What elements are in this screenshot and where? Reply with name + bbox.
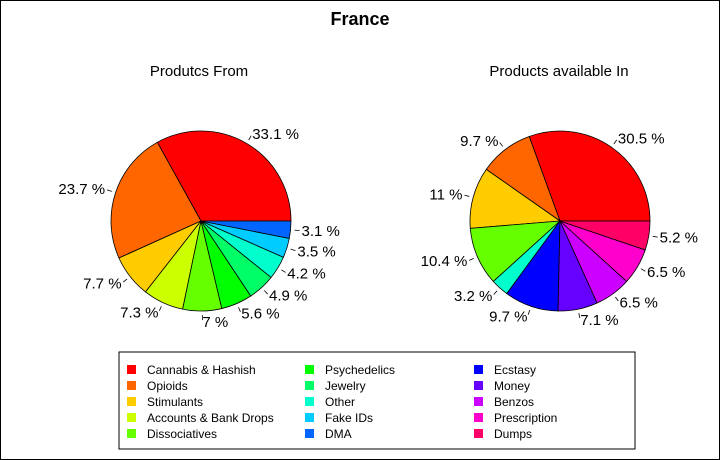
slice-label-tick — [615, 296, 619, 302]
slice-label-tick — [122, 278, 128, 283]
slice-label-jewelry: 4.9 % — [269, 288, 307, 305]
slice-label-stimulants: 11 % — [429, 187, 462, 204]
pie-products-available-in: 30.5 %9.7 %11 %10.4 %3.2 %9.7 % 7.1 %6.5 … — [421, 130, 698, 329]
slice-label-fake-ids: 3.5 % — [297, 243, 335, 260]
slice-label-prescription: 6.5 % — [647, 264, 685, 281]
legend-box — [118, 351, 636, 450]
slice-label-other: 4.2 % — [287, 265, 325, 282]
legend-swatch-opioids — [127, 381, 136, 390]
slice-label-tick — [640, 268, 646, 272]
slice-label-tick — [493, 290, 498, 295]
slice-label-tick — [499, 142, 504, 147]
slice-label-tick — [106, 189, 112, 192]
slice-label-tick — [527, 309, 531, 315]
legend-label-psychedelics: Psychedelics — [325, 363, 395, 377]
slice-label-other: 3.2 % — [454, 288, 492, 305]
slice-label-money: 7.1 % — [580, 312, 618, 329]
legend-label-dma: DMA — [325, 427, 352, 441]
chart-title: France — [330, 9, 389, 29]
slice-label-tick — [281, 269, 286, 273]
legend-swatch-psychedelics — [305, 365, 314, 374]
legend-swatch-ecstasy — [474, 365, 483, 374]
pie-slice-cannabis-hashish — [528, 130, 651, 222]
legend-swatch-dissociatives — [127, 429, 136, 438]
legend-swatch-benzos — [474, 397, 483, 406]
slice-label-accounts-bank-drops: 7.3 % — [120, 305, 158, 322]
slice-label-dumps: 5.2 % — [660, 229, 698, 246]
legend-label-money: Money — [494, 379, 530, 393]
slice-label-tick — [158, 306, 162, 311]
slice-label-tick — [238, 307, 241, 312]
slice-label-tick — [248, 135, 252, 141]
legend-swatch-stimulants — [127, 397, 136, 406]
slice-label-tick — [578, 313, 581, 319]
legend-label-cannabis-hashish: Cannabis & Hashish — [147, 363, 256, 377]
slice-label-benzos: 6.5 % — [619, 295, 657, 312]
slice-label-dissociatives: 10.4 % — [421, 253, 468, 270]
legend-swatch-fake-ids — [305, 413, 314, 422]
slice-label-stimulants: 7.7 % — [83, 275, 121, 292]
pie-title-products-available-in: Products available In — [489, 63, 628, 80]
slice-label-psychedelics: 5.6 % — [241, 306, 279, 323]
slice-label-tick — [464, 194, 470, 197]
pie-slice-dumps — [559, 220, 651, 251]
legend-label-dumps: Dumps — [494, 427, 532, 441]
legend-label-accounts-bank-drops: Accounts & Bank Drops — [147, 411, 274, 425]
slice-label-tick — [264, 290, 268, 295]
legend-label-jewelry: Jewelry — [325, 379, 366, 393]
legend: Cannabis & Hashish Opioids Stimulants Accou… — [118, 351, 636, 450]
legend-swatch-dma — [305, 429, 314, 438]
slice-label-tick — [290, 248, 296, 252]
slice-label-opioids: 9.7 % — [460, 133, 498, 150]
slice-label-cannabis-hashish: 30.5 % — [618, 130, 665, 147]
slice-label-tick — [469, 258, 474, 261]
slice-label-dma: 3.1 % — [302, 223, 340, 240]
legend-label-opioids: Opioids — [147, 379, 188, 393]
slice-label-cannabis-hashish: 33.1 % — [252, 126, 299, 143]
legend-swatch-other — [305, 397, 314, 406]
slice-label-ecstasy: 9.7 % — [489, 309, 527, 326]
slice-label-tick — [652, 235, 658, 238]
pie-slice-opioids — [110, 141, 202, 259]
legend-label-prescription: Prescription — [494, 411, 557, 425]
legend-label-dissociatives: Dissociatives — [147, 427, 217, 441]
legend-swatch-cannabis-hashish — [127, 365, 136, 374]
legend-label-fake-ids: Fake IDs — [325, 411, 373, 425]
legend-swatch-money — [474, 381, 483, 390]
slice-label-dissociatives: 7 % — [202, 314, 228, 331]
slice-label-tick — [613, 139, 618, 145]
legend-label-benzos: Benzos — [494, 395, 534, 409]
legend-label-other: Other — [325, 395, 355, 409]
legend-swatch-prescription — [474, 413, 483, 422]
pie-products-from: 33.1 % 23.7 % 7.7 % 7.3 % 7 % 5.6 %4.9 % 4.2 %… — [58, 126, 339, 331]
pie-slice-cannabis-hashish — [156, 130, 292, 222]
legend-swatch-dumps — [474, 429, 483, 438]
legend-swatch-jewelry — [305, 381, 314, 390]
legend-swatch-accounts-bank-drops — [127, 413, 136, 422]
slice-label-opioids: 23.7 % — [58, 181, 105, 198]
legend-label-ecstasy: Ecstasy — [494, 363, 536, 377]
pie-title-products-from: Produtcs From — [150, 63, 248, 80]
legend-label-stimulants: Stimulants — [147, 395, 203, 409]
pie-slice-dma — [200, 220, 292, 239]
